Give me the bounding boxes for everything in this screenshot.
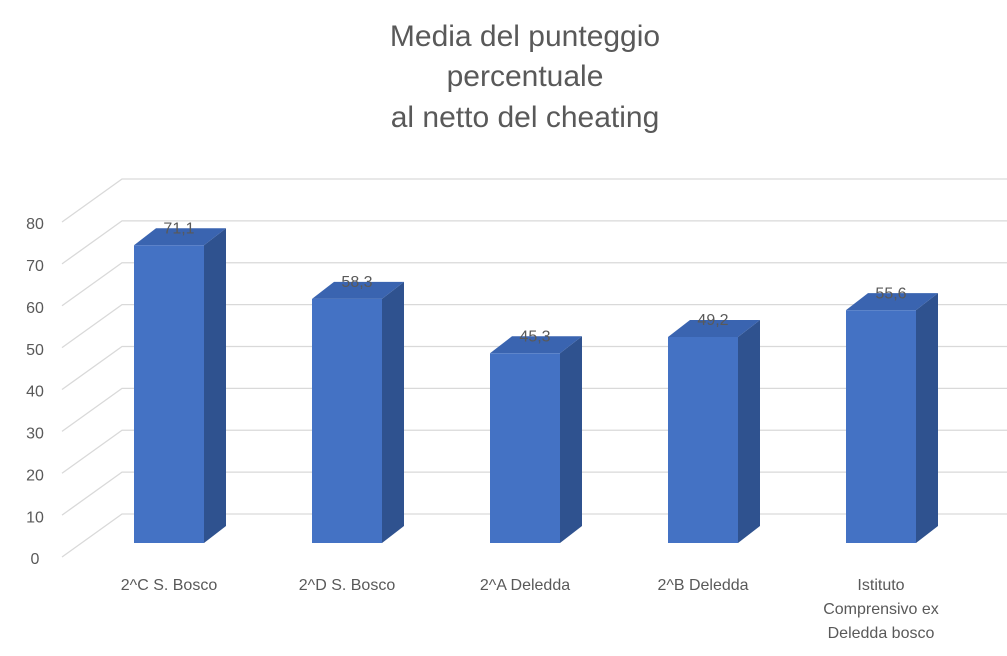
- bar-top: [490, 336, 582, 354]
- bar: [134, 245, 204, 544]
- bar-side: [560, 336, 582, 543]
- value-label: 49,2: [697, 312, 728, 329]
- bar-side: [382, 281, 404, 543]
- x-tick-label: 2^B Deledda: [657, 577, 749, 594]
- value-label: 45,3: [519, 329, 550, 346]
- x-tick-label: Istituto Comprensivo ex Deledda bosco: [823, 577, 939, 642]
- y-tick-label: 70: [26, 258, 44, 275]
- chart-title: percentuale: [447, 60, 604, 93]
- bar-top: [668, 319, 760, 337]
- bar: [490, 353, 560, 543]
- grid-line: [61, 220, 1007, 265]
- bar-top: [312, 281, 404, 299]
- grid-line: [61, 262, 1007, 307]
- bar-top: [846, 293, 938, 311]
- grid-line: [61, 178, 1007, 223]
- value-label: 58,3: [341, 274, 372, 291]
- bar-top: [134, 228, 226, 246]
- y-tick-label: 20: [26, 467, 44, 484]
- bar-side: [916, 293, 938, 543]
- value-label: 55,6: [875, 285, 906, 302]
- y-tick-label: 80: [26, 216, 44, 233]
- bar: [668, 336, 738, 543]
- x-tick-label: 2^D S. Bosco: [298, 577, 396, 594]
- y-tick-label: 40: [26, 384, 44, 401]
- y-tick-label: 10: [26, 509, 44, 526]
- bar-side: [204, 228, 226, 544]
- x-tick-label: 2^A Deledda: [479, 577, 571, 594]
- chart-title: Media del punteggio: [390, 20, 660, 53]
- y-tick-label: 60: [26, 300, 44, 317]
- grid-line: [61, 303, 1007, 349]
- chart-title: al netto del cheating: [391, 101, 660, 134]
- value-label: 71,1: [163, 220, 194, 237]
- y-tick-label: 0: [31, 551, 40, 568]
- bar: [312, 298, 382, 543]
- y-tick-label: 30: [26, 426, 44, 443]
- bar-side: [738, 319, 760, 543]
- bar: [846, 310, 916, 543]
- x-tick-label: 2^C S. Bosco: [120, 577, 218, 594]
- y-tick-label: 50: [26, 342, 44, 359]
